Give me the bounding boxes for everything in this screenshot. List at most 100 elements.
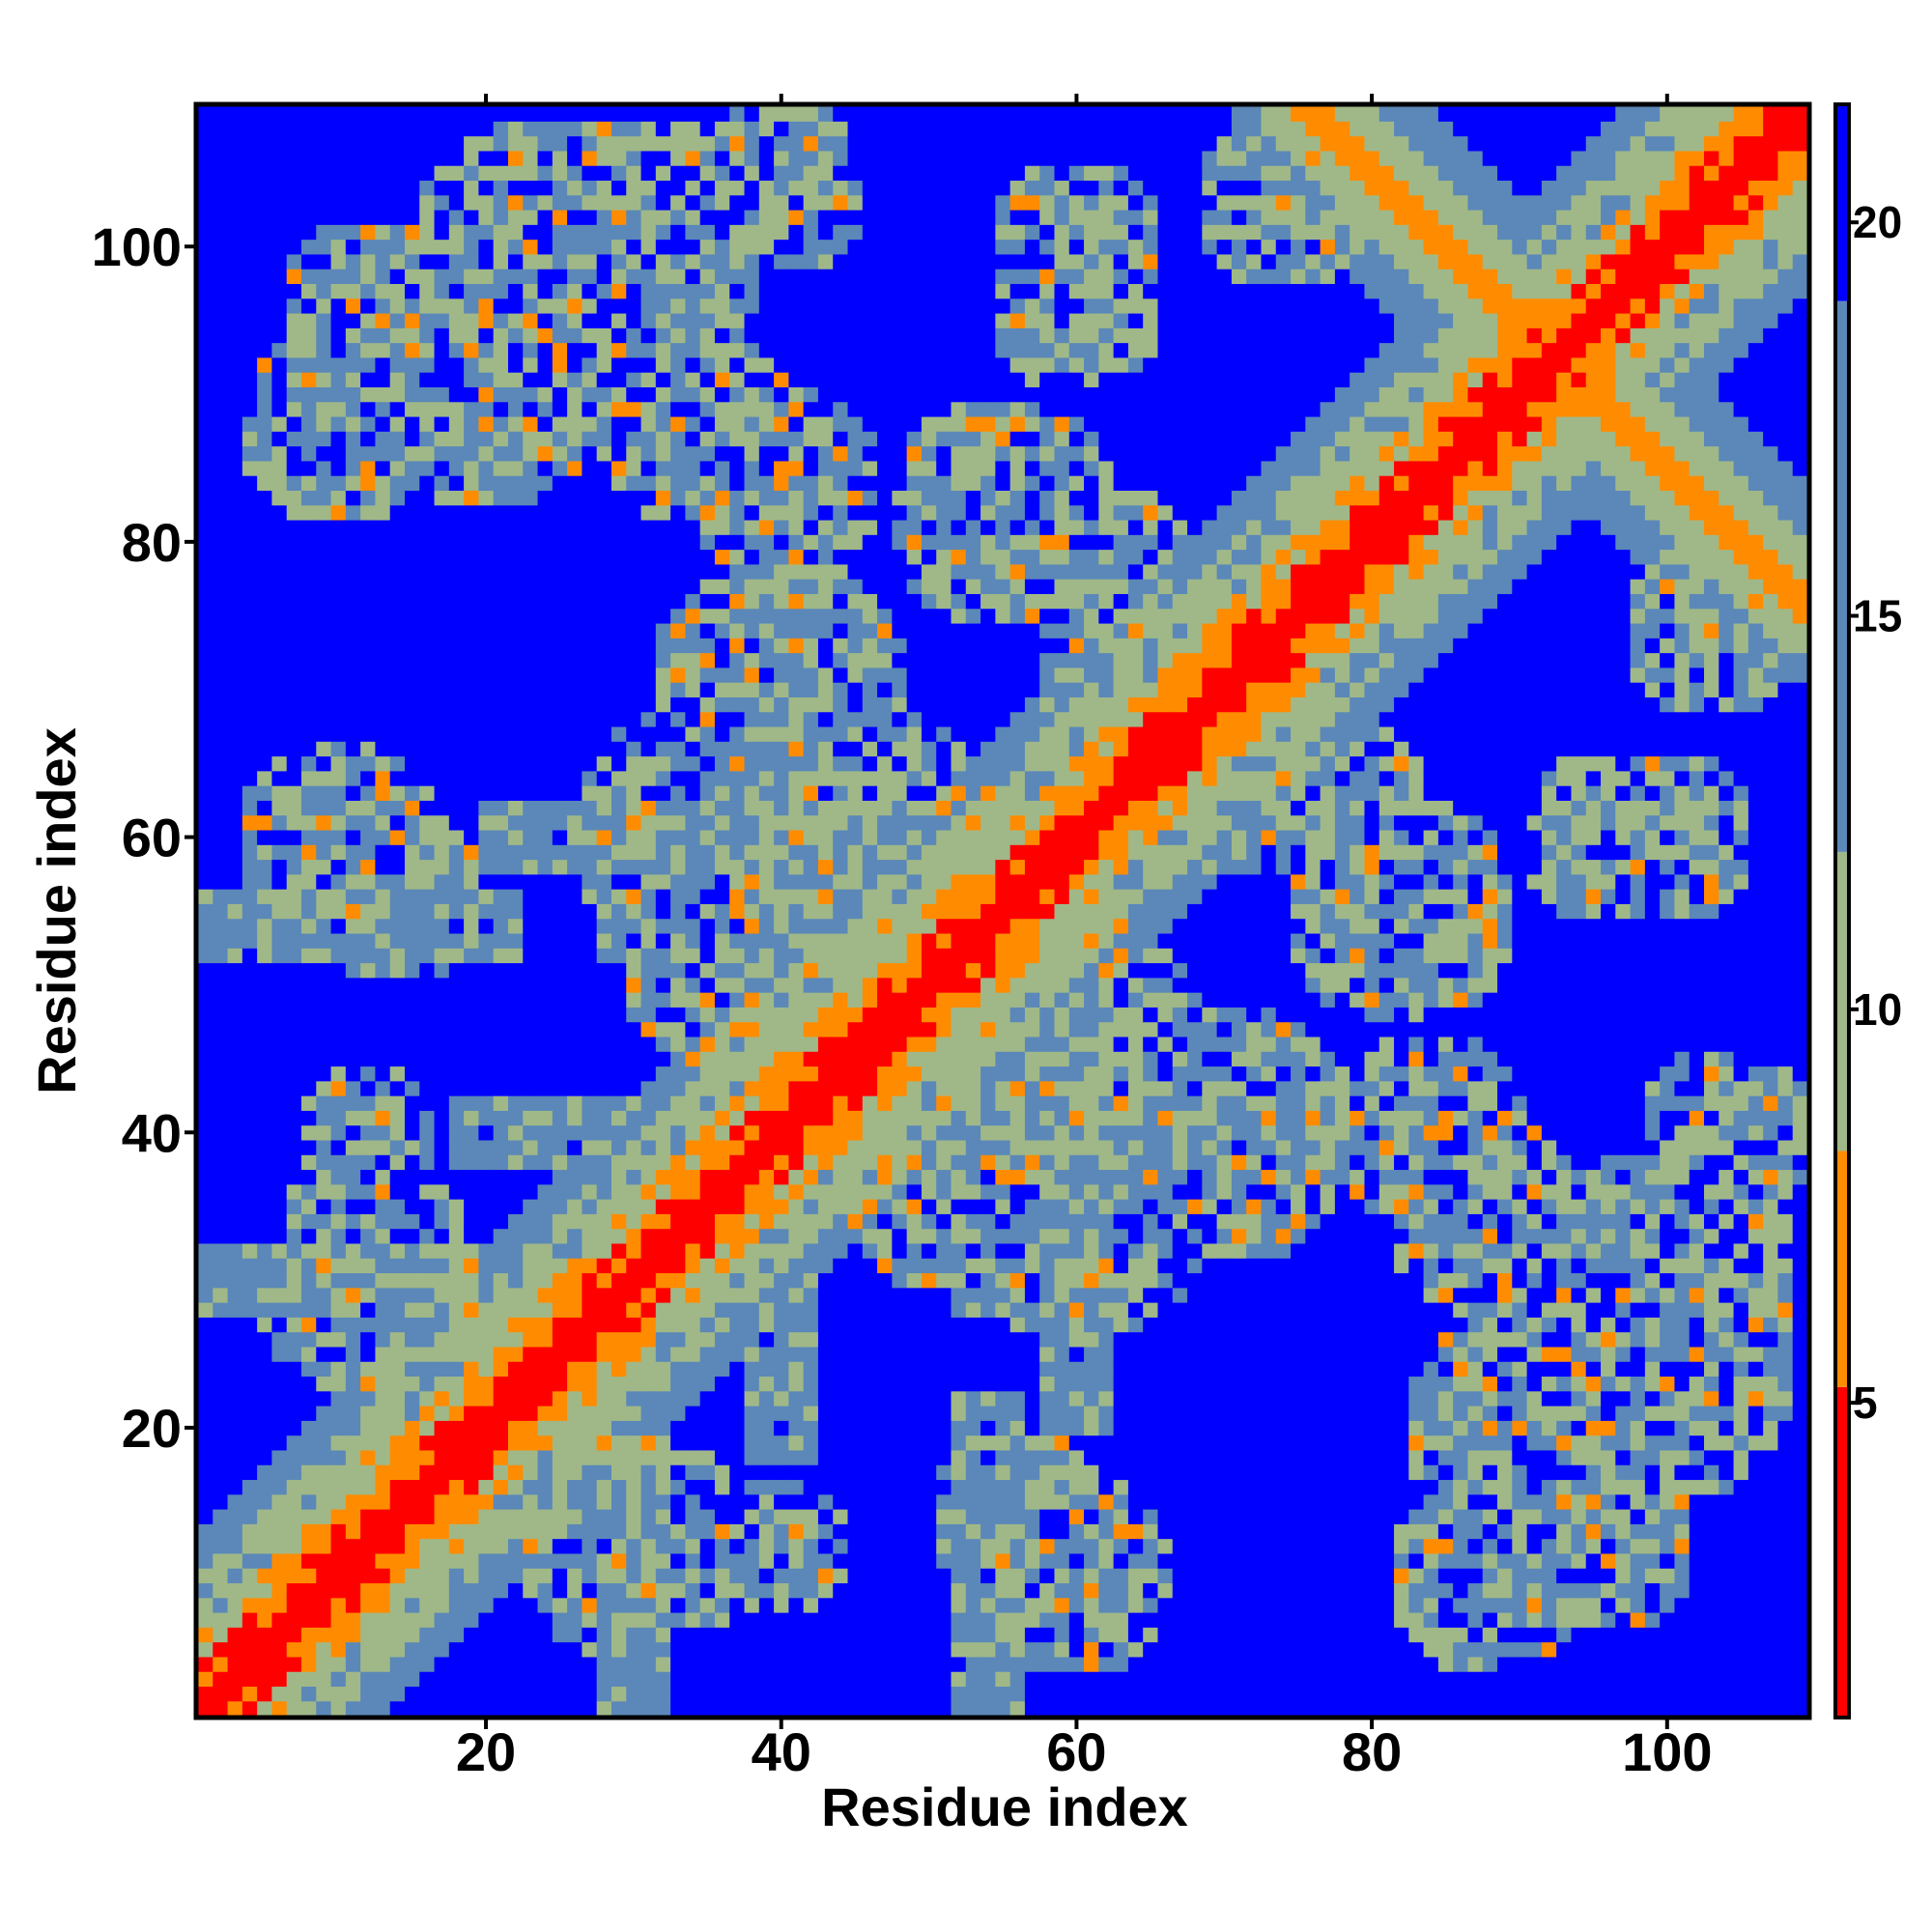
heatmap-cell bbox=[626, 490, 642, 506]
heatmap-cell bbox=[596, 948, 612, 964]
heatmap-cell bbox=[389, 1700, 406, 1717]
heatmap-cell bbox=[552, 121, 568, 137]
heatmap-cell bbox=[316, 283, 332, 299]
heatmap-cell bbox=[345, 372, 361, 387]
heatmap-cell bbox=[360, 519, 377, 535]
heatmap-cell bbox=[523, 785, 539, 801]
heatmap-cell bbox=[699, 283, 716, 299]
heatmap-cell bbox=[626, 696, 642, 713]
heatmap-cell bbox=[375, 859, 391, 875]
heatmap-cell bbox=[434, 1361, 450, 1378]
heatmap-cell bbox=[596, 1435, 612, 1451]
heatmap-cell bbox=[803, 269, 819, 285]
heatmap-cell bbox=[611, 1007, 627, 1023]
heatmap-cell bbox=[537, 1464, 554, 1481]
heatmap-cell bbox=[257, 918, 273, 934]
heatmap-cell bbox=[714, 948, 730, 964]
heatmap-cell bbox=[257, 519, 273, 535]
heatmap-cell bbox=[360, 652, 377, 668]
heatmap-cell bbox=[345, 1597, 361, 1613]
heatmap-cell bbox=[611, 1523, 627, 1540]
heatmap-cell bbox=[345, 445, 361, 462]
heatmap-cell bbox=[862, 1213, 878, 1230]
heatmap-cell bbox=[404, 1007, 420, 1023]
heatmap-cell bbox=[685, 1597, 701, 1613]
heatmap-cell bbox=[847, 1021, 864, 1037]
heatmap-cell bbox=[213, 534, 229, 551]
heatmap-cell bbox=[448, 1080, 465, 1096]
heatmap-cell bbox=[257, 1435, 273, 1451]
heatmap-cell bbox=[257, 770, 273, 786]
heatmap-cell bbox=[862, 1390, 878, 1406]
heatmap-cell bbox=[360, 667, 377, 683]
heatmap-cell bbox=[227, 1021, 243, 1037]
heatmap-cell bbox=[596, 711, 612, 727]
heatmap-cell bbox=[286, 667, 302, 683]
heatmap-cell bbox=[523, 415, 539, 432]
heatmap-cell bbox=[404, 1552, 420, 1569]
heatmap-cell bbox=[448, 356, 465, 373]
heatmap-cell bbox=[316, 1686, 332, 1702]
heatmap-cell bbox=[611, 490, 627, 506]
heatmap-cell bbox=[493, 1036, 509, 1052]
heatmap-cell bbox=[729, 1287, 746, 1303]
heatmap-cell bbox=[198, 150, 213, 166]
heatmap-cell bbox=[404, 1464, 420, 1481]
heatmap-cell bbox=[523, 283, 539, 299]
heatmap-cell bbox=[198, 903, 213, 920]
heatmap-cell bbox=[286, 696, 302, 713]
heatmap-cell bbox=[271, 327, 288, 344]
heatmap-cell bbox=[699, 1154, 716, 1171]
heatmap-cell bbox=[507, 490, 524, 506]
heatmap-cell bbox=[360, 253, 377, 270]
heatmap-cell bbox=[300, 992, 317, 1008]
heatmap-cell bbox=[375, 1331, 391, 1348]
heatmap-cell bbox=[655, 1671, 671, 1688]
heatmap-cell bbox=[257, 948, 273, 964]
heatmap-cell bbox=[434, 150, 450, 166]
heatmap-cell bbox=[523, 150, 539, 166]
heatmap-cell bbox=[729, 1036, 746, 1052]
heatmap-cell bbox=[300, 1154, 317, 1171]
heatmap-cell bbox=[330, 1464, 347, 1481]
heatmap-cell bbox=[699, 1361, 716, 1378]
heatmap-cell bbox=[375, 770, 391, 786]
heatmap-cell bbox=[330, 1361, 347, 1378]
heatmap-cell bbox=[744, 563, 760, 580]
heatmap-cell bbox=[758, 1110, 775, 1126]
heatmap-cell bbox=[729, 829, 746, 845]
heatmap-cell bbox=[330, 135, 347, 152]
heatmap-cell bbox=[345, 1199, 361, 1214]
heatmap-cell bbox=[552, 475, 568, 491]
heatmap-cell bbox=[582, 741, 598, 757]
heatmap-cell bbox=[345, 239, 361, 255]
heatmap-cell bbox=[611, 1493, 627, 1510]
heatmap-cell bbox=[596, 1464, 612, 1481]
heatmap-cell bbox=[242, 1154, 258, 1171]
heatmap-cell bbox=[198, 1272, 213, 1289]
heatmap-cell bbox=[478, 490, 495, 506]
heatmap-cell bbox=[330, 1272, 347, 1289]
heatmap-cell bbox=[567, 1464, 582, 1481]
heatmap-cell bbox=[478, 977, 495, 993]
heatmap-cell bbox=[419, 932, 436, 949]
heatmap-cell bbox=[360, 992, 377, 1008]
heatmap-cell bbox=[316, 1390, 332, 1406]
heatmap-cell bbox=[744, 1051, 760, 1067]
heatmap-cell bbox=[507, 962, 524, 979]
heatmap-cell bbox=[360, 1493, 377, 1510]
heatmap-cell bbox=[286, 224, 302, 241]
heatmap-cell bbox=[699, 977, 716, 993]
heatmap-cell bbox=[271, 224, 288, 241]
heatmap-cell bbox=[862, 460, 878, 476]
heatmap-cell bbox=[360, 1021, 377, 1037]
heatmap-cell bbox=[493, 401, 509, 417]
heatmap-cell bbox=[817, 1582, 834, 1599]
heatmap-cell bbox=[523, 696, 539, 713]
heatmap-cell bbox=[714, 889, 730, 904]
heatmap-cell bbox=[699, 1258, 716, 1274]
heatmap-cell bbox=[758, 859, 775, 875]
heatmap-cell bbox=[552, 1671, 568, 1688]
heatmap-cell bbox=[464, 1686, 479, 1702]
heatmap-cell bbox=[655, 269, 671, 285]
